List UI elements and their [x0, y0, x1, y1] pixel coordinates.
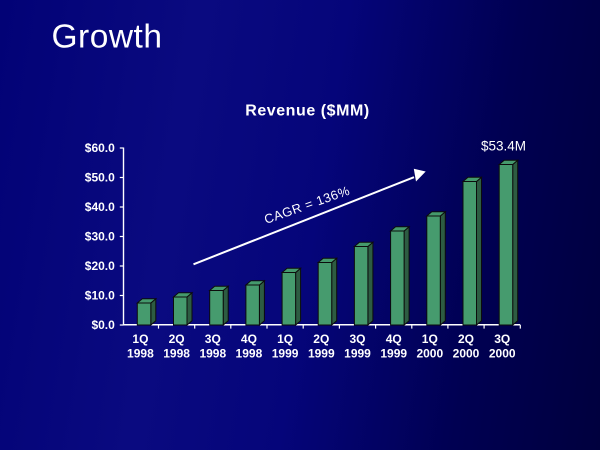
svg-text:3Q: 3Q	[205, 332, 221, 346]
svg-text:3Q: 3Q	[349, 332, 365, 346]
svg-text:1999: 1999	[344, 347, 371, 361]
svg-text:4Q: 4Q	[386, 332, 402, 346]
svg-text:2000: 2000	[489, 347, 516, 361]
svg-text:$30.0: $30.0	[85, 230, 115, 244]
svg-text:1998: 1998	[199, 347, 226, 361]
svg-text:2Q: 2Q	[313, 332, 329, 346]
svg-text:$10.0: $10.0	[85, 289, 115, 303]
svg-text:1999: 1999	[380, 347, 407, 361]
svg-text:1Q: 1Q	[277, 332, 293, 346]
svg-text:1Q: 1Q	[422, 332, 438, 346]
svg-text:Revenue ($MM): Revenue ($MM)	[245, 102, 370, 119]
svg-text:1998: 1998	[236, 347, 263, 361]
svg-text:3Q: 3Q	[494, 332, 510, 346]
svg-text:4Q: 4Q	[241, 332, 257, 346]
svg-text:1999: 1999	[272, 347, 299, 361]
svg-text:2000: 2000	[453, 347, 480, 361]
svg-text:1998: 1998	[163, 347, 190, 361]
svg-text:2000: 2000	[416, 347, 443, 361]
svg-text:1998: 1998	[127, 347, 154, 361]
svg-text:$53.4M: $53.4M	[481, 138, 526, 153]
svg-text:2Q: 2Q	[169, 332, 185, 346]
svg-text:1999: 1999	[308, 347, 335, 361]
svg-text:$50.0: $50.0	[85, 171, 115, 185]
svg-text:$40.0: $40.0	[85, 200, 115, 214]
svg-text:2Q: 2Q	[458, 332, 474, 346]
svg-text:Growth: Growth	[52, 18, 163, 55]
svg-text:1Q: 1Q	[132, 332, 148, 346]
svg-text:$0.0: $0.0	[91, 318, 115, 332]
svg-text:$60.0: $60.0	[85, 141, 115, 155]
svg-text:$20.0: $20.0	[85, 259, 115, 273]
